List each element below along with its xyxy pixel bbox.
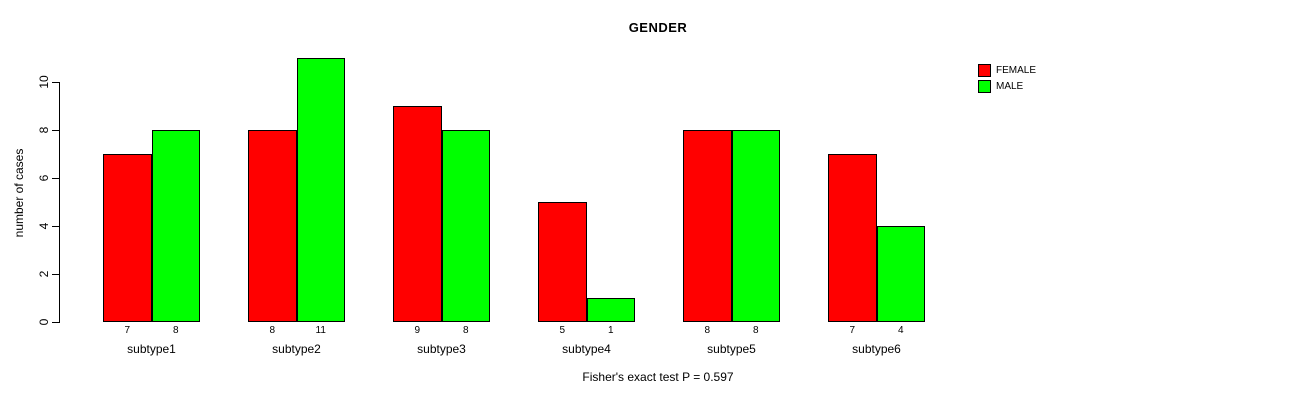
legend-label-female: FEMALE	[996, 65, 1037, 76]
category-label-subtype3: subtype3	[417, 342, 466, 356]
y-axis-tick-label: 8	[37, 126, 51, 134]
y-axis-tick-label: 0	[37, 318, 51, 326]
bar-value-male-subtype5: 8	[752, 325, 759, 336]
category-label-subtype1: subtype1	[127, 342, 176, 356]
bar-female-subtype2	[248, 130, 297, 322]
bar-female-subtype3	[393, 106, 442, 322]
bar-value-male-subtype4: 1	[607, 325, 614, 336]
y-axis-tick	[52, 82, 60, 83]
legend-item-male: MALE	[978, 80, 1036, 93]
bar-male-subtype4	[586, 298, 635, 322]
bar-female-subtype4	[538, 202, 587, 322]
bar-male-subtype6	[876, 226, 925, 322]
bar-value-male-subtype1: 8	[172, 325, 179, 336]
y-axis-tick-label: 6	[37, 174, 51, 182]
legend-item-female: FEMALE	[978, 64, 1036, 77]
bar-value-male-subtype3: 8	[462, 325, 469, 336]
category-label-subtype5: subtype5	[707, 342, 756, 356]
bar-value-female-subtype6: 7	[849, 325, 856, 336]
bar-value-female-subtype5: 8	[704, 325, 711, 336]
bar-value-female-subtype3: 9	[414, 325, 421, 336]
y-axis-line	[59, 82, 60, 323]
legend-label-male: MALE	[996, 81, 1024, 92]
bar-female-subtype6	[828, 154, 877, 322]
bar-value-female-subtype2: 8	[269, 325, 276, 336]
category-label-subtype6: subtype6	[852, 342, 901, 356]
bar-male-subtype1	[151, 130, 200, 322]
bar-value-female-subtype4: 5	[559, 325, 566, 336]
y-axis-tick-label: 2	[37, 270, 51, 278]
legend-swatch-female	[978, 64, 991, 77]
chart-title: GENDER	[628, 20, 688, 35]
bar-value-male-subtype2: 11	[315, 325, 326, 336]
y-axis-tick	[52, 130, 60, 131]
y-axis-tick	[52, 322, 60, 323]
bar-female-subtype5	[683, 130, 732, 322]
y-axis-tick	[52, 274, 60, 275]
y-axis-tick	[52, 178, 60, 179]
bar-male-subtype3	[441, 130, 490, 322]
category-label-subtype4: subtype4	[562, 342, 611, 356]
legend-swatch-male	[978, 80, 991, 93]
caption-fisher-test: Fisher's exact test P = 0.597	[582, 370, 734, 384]
bar-value-male-subtype6: 4	[897, 325, 904, 336]
bar-female-subtype1	[103, 154, 152, 322]
y-axis-tick-label: 4	[37, 222, 51, 230]
bar-male-subtype5	[731, 130, 780, 322]
legend: FEMALE MALE	[978, 64, 1036, 93]
y-axis-tick	[52, 226, 60, 227]
bar-male-subtype2	[296, 58, 345, 322]
bar-value-female-subtype1: 7	[124, 325, 131, 336]
y-axis-tick-label: 10	[37, 75, 51, 89]
category-label-subtype2: subtype2	[272, 342, 321, 356]
